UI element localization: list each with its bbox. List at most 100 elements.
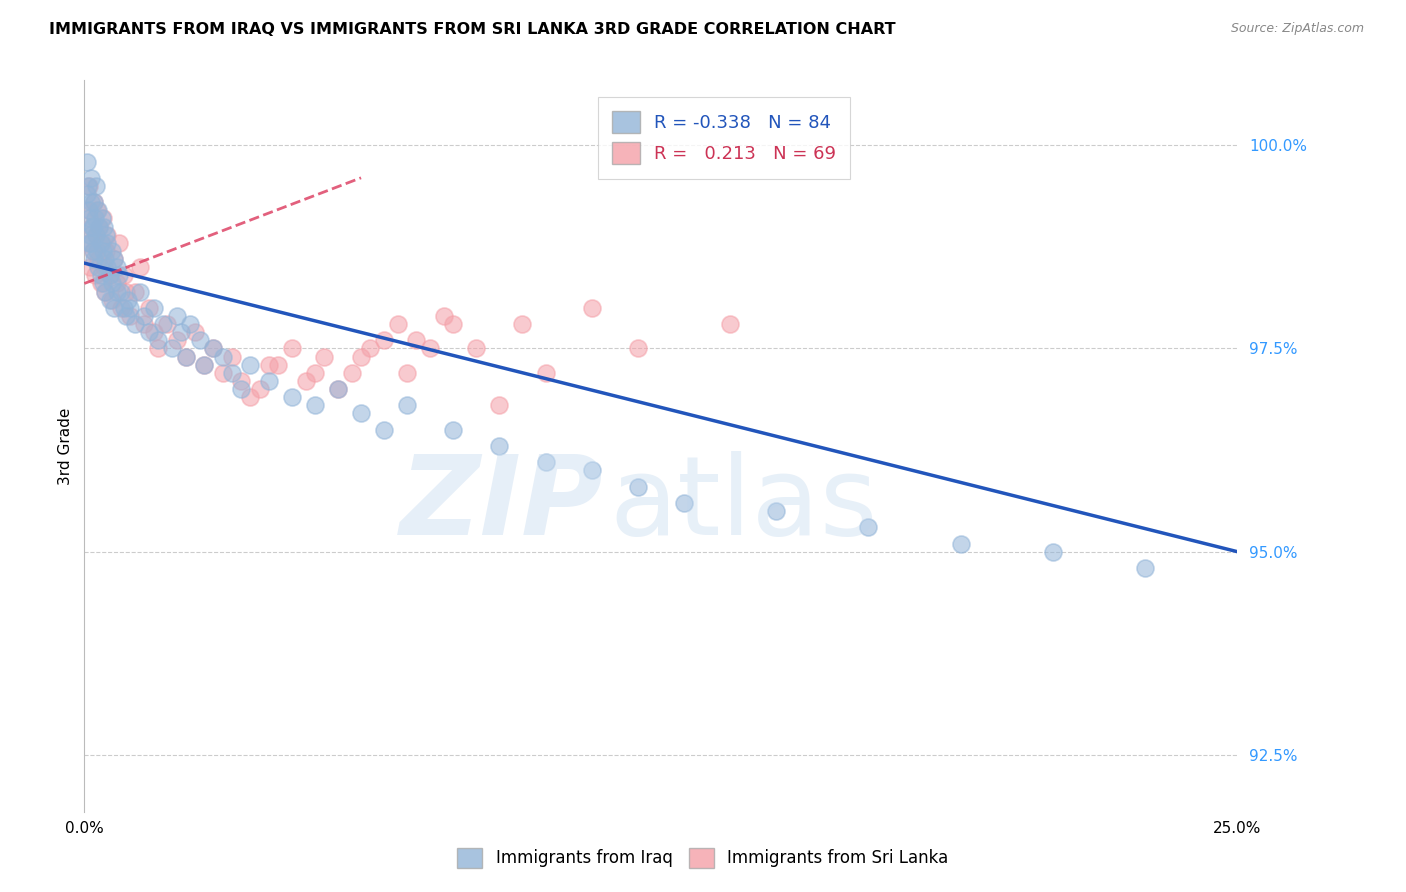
- Point: [87, 203, 110, 218]
- Point: [76, 203, 98, 218]
- Point: [83, 211, 105, 226]
- Point: [281, 342, 304, 356]
- Point: [949, 536, 972, 550]
- Point: [77, 235, 100, 250]
- Point: [77, 178, 100, 193]
- Point: [179, 317, 201, 331]
- Point: [120, 309, 142, 323]
- Point: [765, 504, 787, 518]
- Point: [1042, 544, 1064, 558]
- Point: [174, 350, 197, 364]
- Point: [281, 390, 304, 404]
- Point: [188, 334, 211, 348]
- Point: [152, 317, 174, 331]
- Point: [112, 268, 135, 283]
- Point: [108, 268, 131, 283]
- Point: [202, 342, 225, 356]
- Text: Source: ZipAtlas.com: Source: ZipAtlas.com: [1230, 22, 1364, 36]
- Point: [142, 301, 165, 315]
- Point: [858, 520, 880, 534]
- Point: [373, 334, 395, 348]
- Point: [134, 317, 156, 331]
- Point: [117, 293, 139, 307]
- Point: [83, 252, 105, 266]
- Point: [146, 334, 169, 348]
- Point: [103, 252, 125, 266]
- Point: [94, 285, 117, 299]
- Point: [581, 301, 603, 315]
- Point: [441, 317, 464, 331]
- Point: [419, 342, 441, 356]
- Point: [82, 244, 104, 258]
- Point: [94, 285, 117, 299]
- Point: [96, 227, 118, 242]
- Point: [534, 366, 557, 380]
- Point: [101, 244, 124, 258]
- Point: [79, 227, 101, 242]
- Point: [110, 285, 132, 299]
- Point: [231, 374, 253, 388]
- Point: [82, 219, 104, 234]
- Point: [174, 350, 197, 364]
- Legend: Immigrants from Iraq, Immigrants from Sri Lanka: Immigrants from Iraq, Immigrants from Sr…: [450, 841, 956, 875]
- Point: [80, 195, 103, 210]
- Point: [146, 342, 169, 356]
- Point: [326, 382, 349, 396]
- Point: [465, 342, 488, 356]
- Point: [202, 342, 225, 356]
- Point: [314, 350, 336, 364]
- Point: [211, 350, 233, 364]
- Point: [98, 268, 121, 283]
- Point: [80, 235, 103, 250]
- Point: [101, 293, 124, 307]
- Point: [103, 252, 125, 266]
- Point: [350, 407, 373, 421]
- Point: [221, 350, 243, 364]
- Point: [128, 260, 150, 275]
- Point: [98, 293, 121, 307]
- Point: [396, 398, 419, 412]
- Point: [98, 268, 121, 283]
- Point: [79, 260, 101, 275]
- Point: [76, 187, 98, 202]
- Text: ZIP: ZIP: [399, 451, 603, 558]
- Point: [581, 463, 603, 477]
- Point: [534, 455, 557, 469]
- Point: [166, 334, 188, 348]
- Point: [166, 309, 188, 323]
- Point: [627, 342, 650, 356]
- Point: [359, 342, 381, 356]
- Point: [340, 366, 363, 380]
- Point: [84, 178, 107, 193]
- Point: [134, 309, 156, 323]
- Point: [124, 285, 146, 299]
- Point: [83, 268, 105, 283]
- Point: [294, 374, 316, 388]
- Point: [184, 325, 207, 339]
- Point: [80, 170, 103, 185]
- Point: [326, 382, 349, 396]
- Point: [193, 358, 215, 372]
- Point: [239, 390, 262, 404]
- Point: [672, 496, 695, 510]
- Point: [91, 211, 114, 226]
- Point: [84, 227, 107, 242]
- Point: [91, 244, 114, 258]
- Legend: R = -0.338   N = 84, R =   0.213   N = 69: R = -0.338 N = 84, R = 0.213 N = 69: [598, 96, 851, 178]
- Point: [170, 325, 193, 339]
- Point: [373, 423, 395, 437]
- Point: [87, 252, 110, 266]
- Point: [89, 268, 111, 283]
- Point: [93, 219, 115, 234]
- Point: [138, 301, 160, 315]
- Point: [304, 366, 326, 380]
- Point: [101, 277, 124, 291]
- Point: [77, 211, 100, 226]
- Point: [211, 366, 233, 380]
- Point: [231, 382, 253, 396]
- Point: [83, 195, 105, 210]
- Point: [77, 178, 100, 193]
- Text: atlas: atlas: [609, 451, 877, 558]
- Point: [396, 366, 419, 380]
- Point: [115, 285, 138, 299]
